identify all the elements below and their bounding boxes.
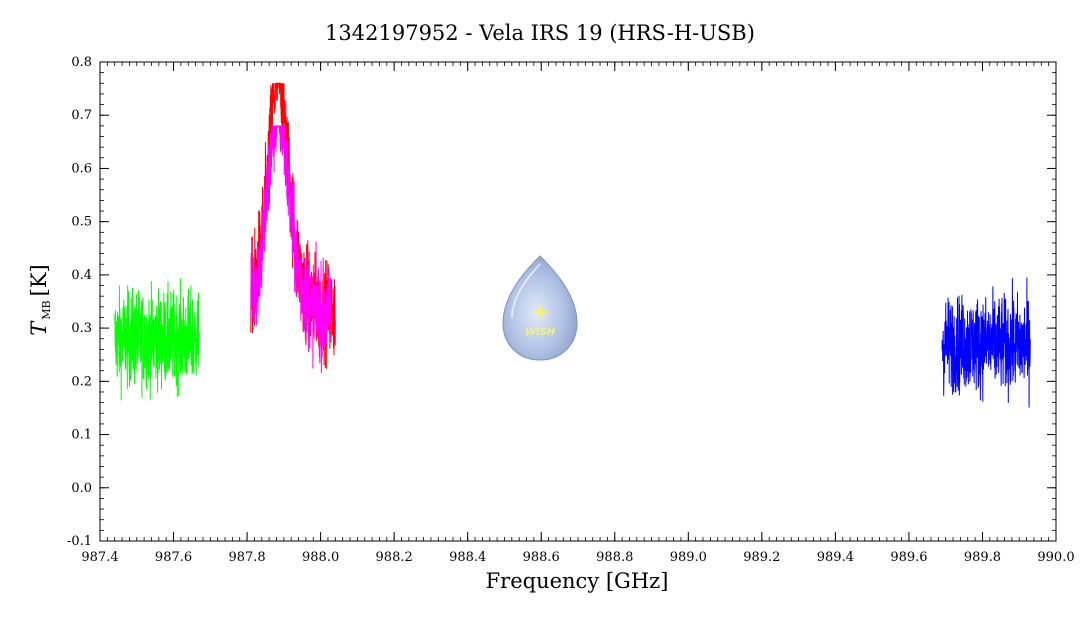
y-tick-label: 0.8 xyxy=(71,55,92,70)
y-axis-label-sub: MB xyxy=(40,300,53,319)
x-tick-label: 987.8 xyxy=(228,550,265,565)
wish-logo-text: WISH xyxy=(525,327,556,338)
x-tick-label: 989.0 xyxy=(670,550,707,565)
x-tick-label: 989.6 xyxy=(890,550,927,565)
y-axis-label-unit: [K] xyxy=(27,264,51,296)
y-tick-label: 0.5 xyxy=(71,215,92,230)
x-tick-label: 989.4 xyxy=(817,550,854,565)
series-line-2 xyxy=(250,125,333,374)
x-tick-label: 988.8 xyxy=(596,550,633,565)
x-tick-label: 988.4 xyxy=(449,550,486,565)
y-axis-label: TMB [K] xyxy=(27,264,53,335)
y-tick-label: -0.1 xyxy=(67,534,92,549)
x-tick-label: 988.2 xyxy=(376,550,413,565)
star-icon xyxy=(532,303,550,321)
y-tick-label: 0.4 xyxy=(71,268,92,283)
y-tick-label: 0.1 xyxy=(71,428,92,443)
svg-text:TMB[K]: TMB [K] xyxy=(27,264,53,335)
y-tick-label: 0.2 xyxy=(71,374,92,389)
x-axis-ticks: 987.4 987.6 987.8 988.0 988.2 988.4 988.6 988.8… xyxy=(81,62,1075,565)
x-tick-label: 989.8 xyxy=(964,550,1001,565)
series-line-0 xyxy=(114,278,200,401)
x-tick-label: 988.6 xyxy=(523,550,560,565)
x-tick-label: 987.4 xyxy=(81,550,118,565)
series-line-3 xyxy=(941,277,1031,408)
wish-logo: WISH xyxy=(502,255,578,361)
x-tick-label: 988.0 xyxy=(302,550,339,565)
series-group xyxy=(114,82,1031,408)
y-axis-label-main: T xyxy=(27,320,51,336)
x-tick-label: 987.6 xyxy=(155,550,192,565)
x-tick-label: 989.2 xyxy=(743,550,780,565)
y-tick-label: 0.7 xyxy=(71,108,92,123)
y-tick-label: 0.6 xyxy=(71,161,92,176)
y-axis-ticks: -0.1 0.0 0.1 0.2 0.3 0.4 0.5 0.6 0.7 0.8 xyxy=(67,55,1056,549)
x-tick-label: 990.0 xyxy=(1037,550,1074,565)
y-tick-label: 0.3 xyxy=(71,321,92,336)
chart-title: 1342197952 - Vela IRS 19 (HRS-H-USB) xyxy=(325,21,755,45)
x-axis-label: Frequency [GHz] xyxy=(486,569,669,593)
plot-frame xyxy=(99,61,1057,542)
y-tick-label: 0.0 xyxy=(71,481,92,496)
